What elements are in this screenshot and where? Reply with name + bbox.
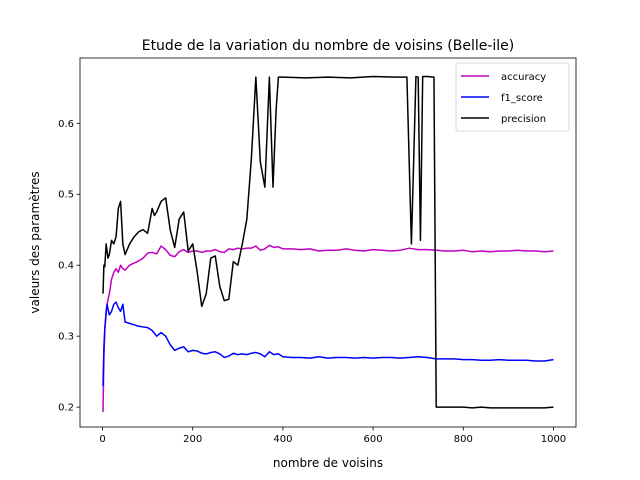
plot-lines: [102, 75, 554, 413]
series-line-precision: [102, 75, 554, 409]
y-tick-label: 0.4: [58, 261, 74, 272]
plot-frame: [79, 57, 577, 428]
y-tick-label: 0.6: [58, 119, 74, 130]
x-tick-label: 800: [454, 434, 473, 445]
legend-box: [455, 62, 570, 132]
chart-title: Etude de la variation du nombre de voisi…: [142, 38, 515, 54]
y-tick-label: 0.3: [58, 332, 74, 343]
legend: accuracy f1_score precision: [455, 62, 570, 132]
x-tick-label: 200: [183, 434, 202, 445]
x-axis-label: nombre de voisins: [273, 456, 383, 470]
x-tick-label: 0: [99, 434, 105, 445]
x-tick-label: 600: [364, 434, 383, 445]
x-tick-label: 1000: [541, 434, 566, 445]
y-tick-label: 0.5: [58, 190, 74, 201]
legend-label-accuracy: accuracy: [501, 72, 546, 83]
legend-label-f1-score: f1_score: [501, 93, 543, 104]
y-tick-label: 0.2: [58, 403, 74, 414]
x-axis: 0 200 400 600 800 1000: [99, 427, 566, 445]
series-line-f1-score: [102, 301, 554, 386]
legend-label-precision: precision: [501, 114, 546, 125]
y-axis-label: valeurs des paramètres: [28, 171, 42, 313]
x-tick-label: 400: [273, 434, 292, 445]
y-axis: 0.2 0.3 0.4 0.5 0.6: [58, 119, 80, 414]
series-line-accuracy: [102, 244, 554, 413]
